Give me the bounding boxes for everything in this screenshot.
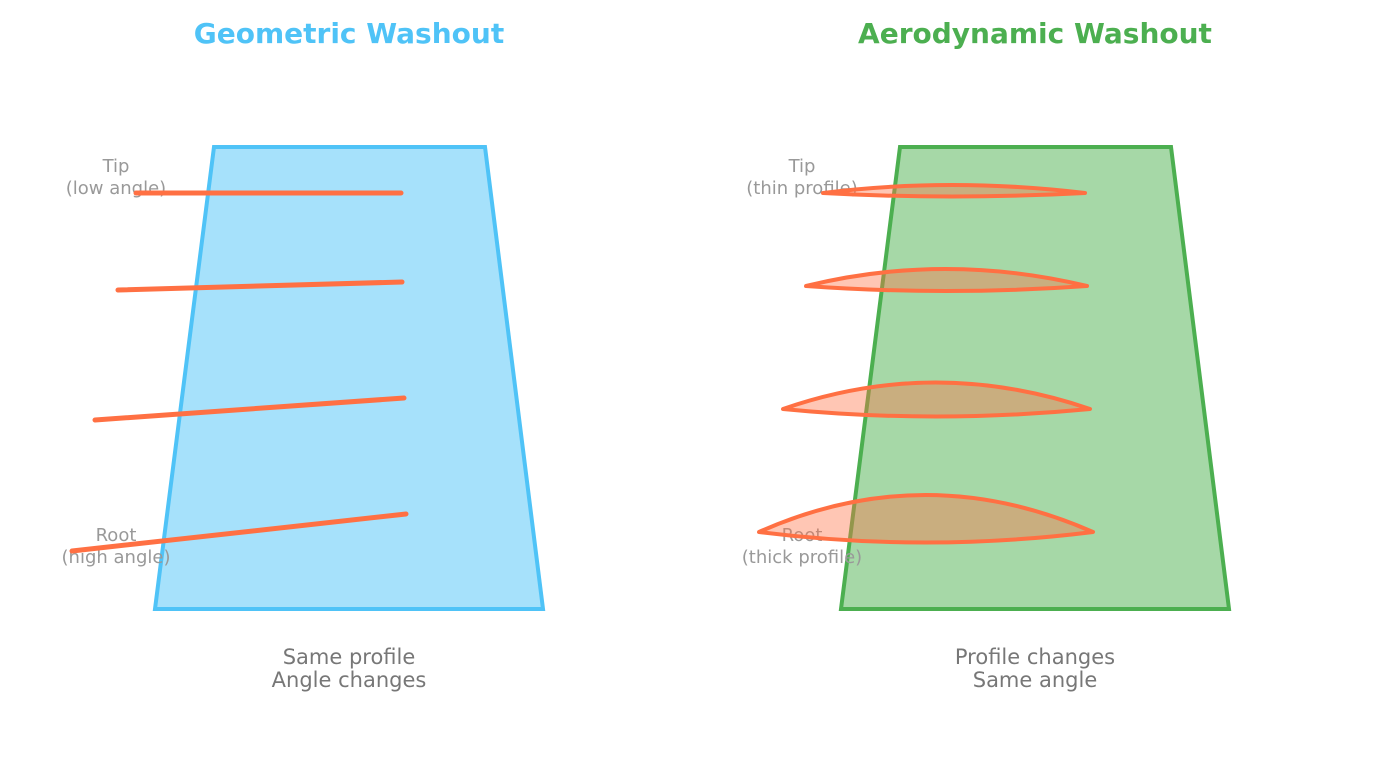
- geometric-title: Geometric Washout: [194, 17, 504, 50]
- airfoil-section-tip: [821, 183, 1087, 199]
- geometric-caption-1: Same profile: [283, 645, 416, 669]
- aerodynamic-title: Aerodynamic Washout: [858, 17, 1212, 50]
- geometric-wing-planform: [152, 145, 546, 611]
- wing-section-line: [115, 279, 405, 293]
- wing-section-line: [69, 511, 409, 554]
- geometric-root-label-1: Root: [96, 525, 137, 546]
- geometric-tip-label-2: (low angle): [66, 178, 166, 199]
- aerodynamic-tip-label-1: Tip: [788, 156, 816, 177]
- geometric-caption-2: Angle changes: [272, 668, 427, 692]
- aerodynamic-caption-1: Profile changes: [955, 645, 1115, 669]
- geometric-tip-label-1: Tip: [102, 156, 130, 177]
- aerodynamic-caption-2: Same angle: [973, 668, 1098, 692]
- airfoil-section: [804, 267, 1089, 293]
- airfoil-section-root: [757, 493, 1095, 545]
- airfoil-section: [781, 380, 1092, 419]
- aerodynamic-root-label-2: (thick profile): [742, 547, 862, 568]
- wing-section-line: [92, 395, 407, 423]
- geometric-root-label-2: (high angle): [62, 547, 171, 568]
